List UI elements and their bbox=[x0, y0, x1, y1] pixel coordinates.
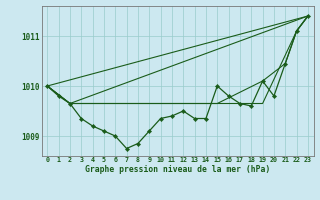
X-axis label: Graphe pression niveau de la mer (hPa): Graphe pression niveau de la mer (hPa) bbox=[85, 165, 270, 174]
